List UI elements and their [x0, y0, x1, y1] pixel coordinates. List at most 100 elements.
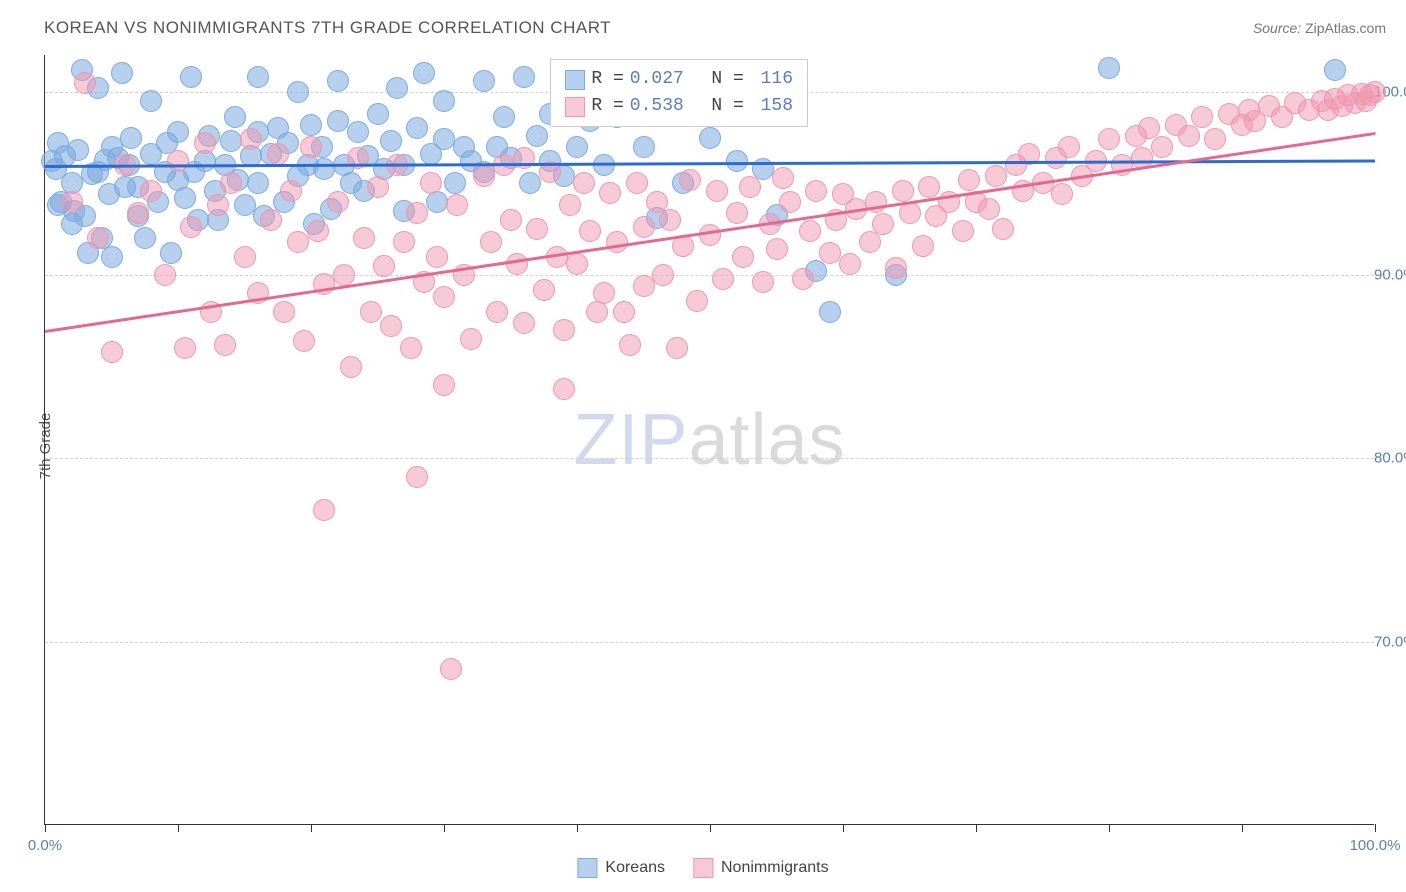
data-point	[234, 194, 256, 216]
data-point	[1098, 57, 1120, 79]
data-point	[699, 127, 721, 149]
data-point	[892, 180, 914, 202]
r-value: 0.538	[630, 93, 684, 120]
data-point	[772, 167, 794, 189]
data-point	[380, 315, 402, 337]
legend-item: Koreans	[577, 858, 665, 878]
data-point	[486, 301, 508, 323]
xtick	[1375, 824, 1376, 832]
chart-title: KOREAN VS NONIMMIGRANTS 7TH GRADE CORREL…	[44, 18, 611, 38]
data-point	[160, 242, 182, 264]
data-point	[307, 220, 329, 242]
data-point	[526, 218, 548, 240]
data-point	[1364, 81, 1386, 103]
data-point	[287, 81, 309, 103]
data-point	[67, 139, 89, 161]
data-point	[267, 143, 289, 165]
data-point	[726, 202, 748, 224]
data-point	[652, 264, 674, 286]
n-value: 158	[750, 93, 793, 120]
data-point	[406, 202, 428, 224]
data-point	[819, 301, 841, 323]
data-point	[240, 128, 262, 150]
data-point	[433, 286, 455, 308]
data-point	[61, 191, 83, 213]
data-point	[167, 121, 189, 143]
data-point	[400, 337, 422, 359]
data-point	[1204, 128, 1226, 150]
xtick	[178, 824, 179, 832]
data-point	[433, 90, 455, 112]
xtick-label-min: 0.0%	[28, 837, 62, 854]
data-point	[433, 128, 455, 150]
watermark-zip: ZIP	[573, 400, 688, 480]
data-point	[446, 194, 468, 216]
r-label: R =	[591, 66, 623, 93]
data-point	[1098, 128, 1120, 150]
data-point	[659, 209, 681, 231]
data-point	[413, 62, 435, 84]
data-point	[444, 172, 466, 194]
data-point	[500, 209, 522, 231]
data-point	[460, 328, 482, 350]
data-point	[327, 191, 349, 213]
data-point	[180, 66, 202, 88]
watermark-atlas: atlas	[688, 400, 845, 480]
data-point	[519, 172, 541, 194]
data-point	[234, 246, 256, 268]
data-point	[247, 172, 269, 194]
data-point	[247, 66, 269, 88]
data-point	[1151, 136, 1173, 158]
data-point	[859, 231, 881, 253]
xtick-label-max: 100.0%	[1350, 837, 1401, 854]
data-point	[347, 121, 369, 143]
data-point	[154, 264, 176, 286]
data-point	[224, 106, 246, 128]
source-label: Source:	[1253, 20, 1305, 36]
data-point	[327, 70, 349, 92]
data-point	[686, 290, 708, 312]
legend-swatch	[693, 858, 713, 878]
gridline	[45, 275, 1374, 276]
data-point	[732, 246, 754, 268]
data-point	[712, 268, 734, 290]
chart-source: Source: ZipAtlas.com	[1253, 20, 1386, 36]
data-point	[120, 127, 142, 149]
data-point	[386, 77, 408, 99]
ytick-label: 90.0%	[1374, 267, 1406, 284]
n-value: 116	[750, 66, 793, 93]
data-point	[553, 378, 575, 400]
data-point	[978, 198, 1000, 220]
data-point	[918, 176, 940, 198]
data-point	[480, 231, 502, 253]
data-point	[433, 374, 455, 396]
data-point	[220, 172, 242, 194]
data-point	[293, 330, 315, 352]
data-point	[766, 238, 788, 260]
data-point	[633, 275, 655, 297]
legend-swatch	[577, 858, 597, 878]
data-point	[340, 356, 362, 378]
data-point	[799, 220, 821, 242]
data-point	[140, 90, 162, 112]
data-point	[633, 136, 655, 158]
data-point	[1324, 59, 1346, 81]
legend-stats-row: R = 0.027 N = 116	[565, 66, 793, 93]
data-point	[287, 231, 309, 253]
data-point	[633, 216, 655, 238]
n-label: N =	[690, 66, 744, 93]
data-point	[134, 227, 156, 249]
data-point	[167, 150, 189, 172]
plot-area: ZIPatlas 70.0%80.0%90.0%100.0%0.0%100.0%…	[44, 55, 1374, 825]
data-point	[300, 136, 322, 158]
xtick	[976, 824, 977, 832]
data-point	[553, 319, 575, 341]
data-point	[273, 301, 295, 323]
data-point	[599, 182, 621, 204]
xtick	[45, 824, 46, 832]
data-point	[506, 253, 528, 275]
data-point	[360, 301, 382, 323]
ytick-label: 80.0%	[1374, 450, 1406, 467]
data-point	[440, 658, 462, 680]
data-point	[101, 246, 123, 268]
